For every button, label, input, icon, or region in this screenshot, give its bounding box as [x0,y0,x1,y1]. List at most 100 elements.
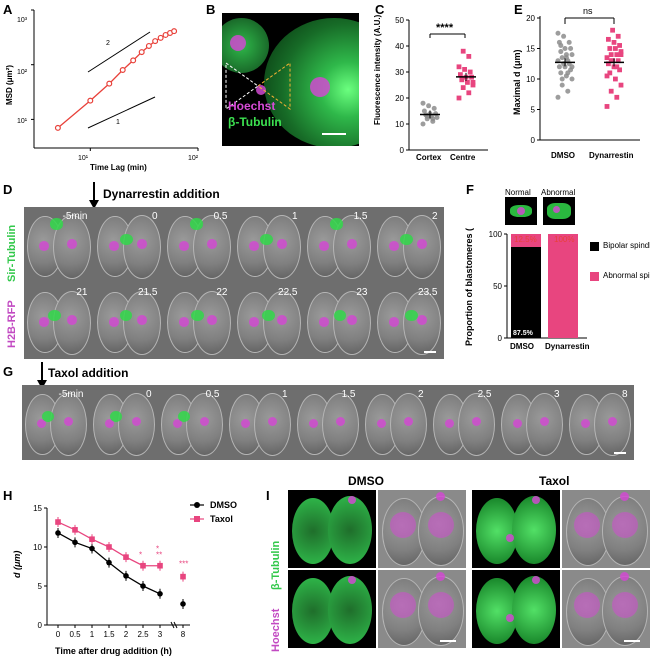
time-label: 3 [553,389,560,400]
chart-f-ylabel: Proportion of blastomeres (%) [464,228,474,346]
nucleus [308,418,319,429]
data-point [180,573,186,580]
panel-label-a: A [3,2,13,17]
data-point [561,33,567,39]
nucleus [471,416,482,426]
scale-bar [423,351,436,353]
data-point [55,530,61,536]
blastomere-fluo [512,576,556,644]
spindle [191,309,204,321]
nucleus [249,317,259,327]
label-hoechst: Hoechst [228,99,276,113]
data-point [420,100,426,106]
nucleus [109,317,119,327]
data-point [559,76,565,82]
data-point [606,61,611,67]
data-point [72,539,78,546]
data-point [568,46,574,51]
data-point [89,545,95,552]
data-point [123,554,129,560]
chart-h-xlabel: Time after drug addition (h) [55,646,172,656]
x-tick-label: 2 [124,630,129,639]
scale-bar [624,640,640,642]
d-frame-row2: 23.5 [374,283,444,359]
nucleus [109,241,119,251]
i-col-taxol: Taxol [539,474,570,488]
y-tick-label: 10 [395,120,404,129]
data-point [458,72,463,77]
data-point [426,103,432,109]
chart-a-xlabel: Time Lag (min) [90,163,147,172]
nucleus [390,592,416,618]
time-label: 23 [356,287,368,298]
time-label: 1 [281,389,288,400]
y-tick-label: 10 [33,543,42,552]
sig-ns: ns [583,6,593,16]
chromosomes [553,206,560,213]
panel-label-e: E [514,2,523,17]
chart-a-ytick: 10¹ [17,118,28,125]
i-fluorescence-image [288,570,376,648]
cortex-nucleus [256,85,266,95]
nucleus [574,512,600,538]
nucleus [172,418,183,429]
d-frame-row1: 0.5 [164,207,234,283]
data-point [565,88,571,94]
slope-1-line [87,96,156,129]
i-side-magenta: Hoechst [270,608,282,652]
spindle [42,411,55,423]
d-frame-row1: -5min [24,207,94,283]
bar-bipolar [511,247,541,338]
polar-body [436,492,445,501]
nucleus [612,512,638,538]
data-point [618,52,624,57]
chart-a-ylabel: MSD (μm²) [5,65,14,105]
blastomere-fluo [328,496,372,564]
i-fluorescence-image [472,570,560,648]
nucleus [137,238,147,249]
legend-abnormal: Abnormal spindle [603,271,650,280]
y-tick-label: 50 [493,282,502,291]
data-point [470,82,476,88]
msd-point [145,42,152,49]
data-point [462,67,467,72]
x-tick-label: 3 [158,630,163,639]
data-point [613,76,618,82]
data-point [604,73,610,79]
polar-body [620,492,629,501]
msd-line [57,30,175,129]
data-point [559,55,565,61]
chromosomes [506,614,514,622]
blastomere [118,392,156,456]
nucleus [39,317,49,327]
blastomere-fluo [292,498,334,564]
data-point [460,85,466,90]
g-frame: 1.5 [294,385,362,460]
panel-label-d: D [3,182,13,197]
significance-star: ** [156,551,162,560]
i-brightfield-image [378,490,466,568]
legend-swatch-bipolar [590,242,599,251]
nucleus [390,512,416,538]
nucleus [137,314,147,325]
y-tick-label: 40 [395,42,404,51]
data-point [55,519,61,525]
polar-body [532,496,540,504]
time-label: 22.5 [278,287,298,298]
panel-label-c: C [375,2,385,17]
chart-e-ylabel: Maximal d (μm) [512,49,522,115]
y-tick-label: 30 [395,68,404,77]
g-frame: -5min [22,385,90,460]
d-frame-row1: 0 [94,207,164,283]
slope-2-line [87,31,151,73]
g-frame: 0 [90,385,158,460]
panel-label-f: F [466,182,474,197]
y-tick-label: 5 [38,582,43,591]
time-label: 2 [431,211,438,222]
y-tick-label: 50 [395,16,404,25]
g-frame: 2.5 [430,385,498,460]
d-frame-row2: 22.5 [234,283,304,359]
chart-a-xtick: 10² [188,155,199,162]
image-b: Hoechst β-Tubulin [222,13,359,146]
data-point [431,105,437,111]
